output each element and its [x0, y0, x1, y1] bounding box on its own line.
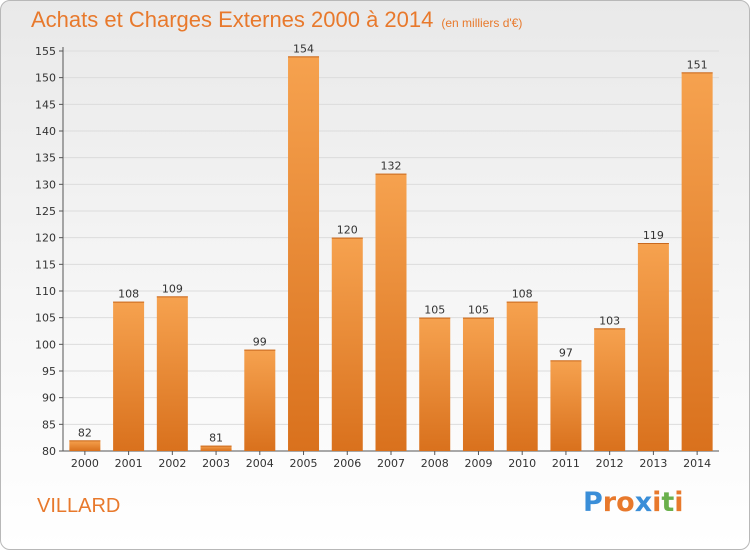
y-tick-label: 105: [35, 312, 56, 325]
y-tick-label: 115: [35, 258, 56, 271]
x-tick-label: 2009: [464, 457, 492, 470]
chart-title: Achats et Charges Externes 2000 à 2014: [31, 7, 434, 32]
bar: [419, 317, 451, 451]
bar: [681, 72, 713, 451]
x-tick-label: 2013: [639, 457, 667, 470]
y-tick-label: 100: [35, 338, 56, 351]
x-tick-label: 2004: [246, 457, 274, 470]
bar: [506, 301, 538, 451]
bar: [244, 349, 276, 451]
bar: [69, 440, 101, 451]
proxiti-logo: Proxiti: [583, 487, 684, 518]
y-tick-label: 80: [42, 445, 56, 458]
y-tick-label: 150: [35, 72, 56, 85]
x-tick-label: 2008: [421, 457, 449, 470]
data-label: 81: [209, 432, 223, 445]
y-tick-label: 110: [35, 285, 56, 298]
data-label: 109: [162, 282, 183, 295]
y-tick-label: 90: [42, 392, 56, 405]
data-label: 103: [599, 314, 620, 327]
y-tick-label: 130: [35, 178, 56, 191]
logo-letter: r: [602, 487, 617, 518]
y-tick-label: 120: [35, 232, 56, 245]
bars: [69, 56, 713, 451]
data-labels: 82 108 109 81 99 154 120 132 105 105 108 97 103 119 15…: [78, 42, 708, 444]
data-label: 151: [687, 58, 708, 71]
chart-title-block: Achats et Charges Externes 2000 à 2014 (e…: [31, 7, 522, 33]
x-tick-label: 2010: [508, 457, 536, 470]
place-name: VILLARD: [37, 495, 121, 517]
bar: [637, 243, 669, 451]
data-label: 108: [512, 288, 533, 301]
x-tick-label: 2012: [596, 457, 624, 470]
x-tick-labels: 2000 2001 2002 2003 2004 2005 2006 2007 2008 2009…: [71, 451, 711, 470]
x-tick-label: 2001: [115, 457, 143, 470]
bar: [288, 56, 320, 451]
chart-unit: (en milliers d'€): [441, 16, 523, 30]
y-tick-label: 155: [35, 45, 56, 58]
data-label: 154: [293, 42, 314, 55]
y-tick-label: 95: [42, 365, 56, 378]
y-tick-label: 135: [35, 152, 56, 165]
logo-letter: t: [661, 487, 675, 518]
x-tick-label: 2014: [683, 457, 711, 470]
y-tick-label: 85: [42, 418, 56, 431]
x-tick-label: 2007: [377, 457, 405, 470]
logo-letter: P: [583, 487, 603, 518]
bar: [375, 173, 407, 451]
bar: [113, 301, 145, 451]
data-label: 99: [253, 336, 267, 349]
y-tick-label: 145: [35, 98, 56, 111]
data-label: 97: [559, 346, 573, 359]
logo-letter: x: [634, 487, 653, 518]
y-tick-labels: 80 85 90 95 100 105 110 115 120 125 130 135 140 145 15…: [35, 45, 56, 458]
x-tick-label: 2006: [333, 457, 361, 470]
data-label: 105: [468, 304, 489, 317]
logo-letter: i: [652, 487, 662, 518]
y-tick-label: 140: [35, 125, 56, 138]
data-label: 105: [424, 304, 445, 317]
x-tick-label: 2003: [202, 457, 230, 470]
bar: [156, 296, 188, 451]
x-tick-label: 2005: [290, 457, 318, 470]
bar: [331, 237, 363, 451]
logo-letter: o: [616, 487, 635, 518]
bar: [550, 360, 582, 451]
bar: [200, 445, 232, 451]
x-tick-label: 2002: [158, 457, 186, 470]
bar: [594, 328, 626, 451]
data-label: 108: [118, 288, 139, 301]
data-label: 119: [643, 229, 664, 242]
data-label: 82: [78, 426, 92, 439]
bar: [462, 317, 494, 451]
x-tick-label: 2011: [552, 457, 580, 470]
data-label: 120: [337, 224, 358, 237]
y-tick-label: 125: [35, 205, 56, 218]
data-label: 132: [381, 160, 402, 173]
x-tick-label: 2000: [71, 457, 99, 470]
logo-letter: i: [674, 487, 684, 518]
